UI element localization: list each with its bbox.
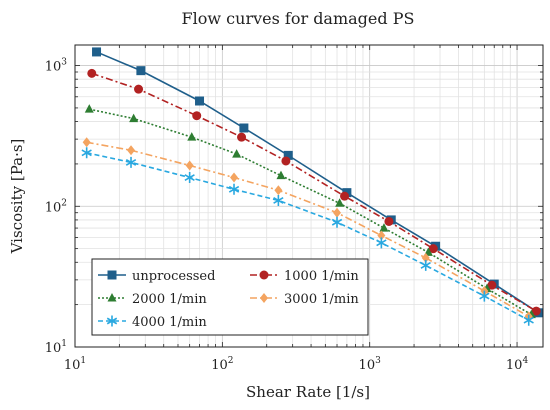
data-point (421, 252, 430, 263)
data-point (487, 280, 497, 290)
data-point (428, 244, 438, 254)
x-tick-label: 102 (211, 356, 233, 373)
legend-label: 4000 1/min (132, 315, 207, 330)
x-axis-label: Shear Rate [1/s] (246, 383, 370, 401)
series-2 (87, 68, 541, 316)
legend-label: 3000 1/min (284, 292, 359, 307)
series-3 (84, 104, 536, 319)
series-line (89, 108, 532, 316)
legend-entry: 1000 1/min (250, 269, 359, 284)
data-point (82, 137, 91, 148)
data-point (335, 198, 345, 207)
data-point (92, 47, 102, 57)
data-point (81, 147, 92, 159)
data-point (239, 123, 249, 133)
legend-marker (107, 270, 117, 280)
data-point (87, 68, 97, 78)
data-point (273, 194, 284, 206)
data-point (376, 237, 387, 249)
data-point (479, 290, 490, 302)
data-point (187, 132, 197, 141)
legend-label: unprocessed (132, 269, 215, 284)
data-point (331, 216, 343, 228)
data-point (283, 150, 293, 160)
data-point (281, 156, 291, 166)
legend-entry: unprocessed (98, 269, 215, 284)
legend-marker (107, 293, 117, 302)
legend-entry: 4000 1/min (98, 315, 207, 330)
data-point (134, 84, 144, 94)
data-point (531, 306, 541, 316)
legend-label: 1000 1/min (284, 269, 359, 284)
data-point (129, 113, 139, 123)
y-axis-label: Viscosity [Pa·s] (8, 139, 26, 255)
legend-entry: 2000 1/min (98, 292, 207, 307)
data-point (420, 259, 431, 271)
series-line (96, 51, 540, 314)
data-point (230, 172, 239, 183)
legend-label: 2000 1/min (132, 292, 207, 307)
data-point (125, 156, 137, 168)
data-point (333, 207, 342, 218)
x-tick-label: 103 (359, 356, 382, 373)
data-point (377, 230, 386, 241)
plot-frame (74, 44, 544, 348)
data-point (523, 314, 534, 326)
series-line (86, 141, 530, 318)
data-point (184, 172, 195, 184)
series-line (86, 151, 530, 321)
data-point (195, 96, 205, 106)
x-tick-label: 101 (64, 356, 86, 373)
series-line (91, 72, 537, 312)
x-tick-label: 104 (506, 356, 529, 373)
data-point (185, 160, 194, 171)
data-point (340, 191, 350, 201)
series-5 (81, 147, 534, 326)
series-layer (81, 47, 544, 326)
data-point (232, 149, 242, 158)
data-point (192, 111, 202, 121)
data-point (84, 104, 94, 113)
axis-ticks: 101 102 103 104 101 102 103 (45, 45, 543, 373)
data-point (274, 185, 283, 196)
legend-marker (260, 293, 268, 303)
data-point (127, 145, 136, 156)
data-point (276, 170, 286, 180)
data-point (228, 183, 240, 195)
data-point (237, 132, 247, 142)
data-point (384, 216, 394, 226)
y-tick-label: 102 (45, 198, 67, 215)
legend-marker (259, 270, 269, 280)
legend-box (91, 258, 369, 336)
data-point (379, 223, 389, 232)
y-tick-label: 103 (45, 58, 68, 75)
legend-entry: 3000 1/min (250, 292, 359, 307)
data-point (136, 66, 146, 76)
legend: unprocessed 1000 1/min 2000 1/min 3000 1/mi… (91, 258, 369, 336)
legend-marker (106, 315, 118, 327)
y-tick-label: 101 (45, 339, 67, 356)
chart-title: Flow curves for damaged PS (182, 9, 415, 28)
